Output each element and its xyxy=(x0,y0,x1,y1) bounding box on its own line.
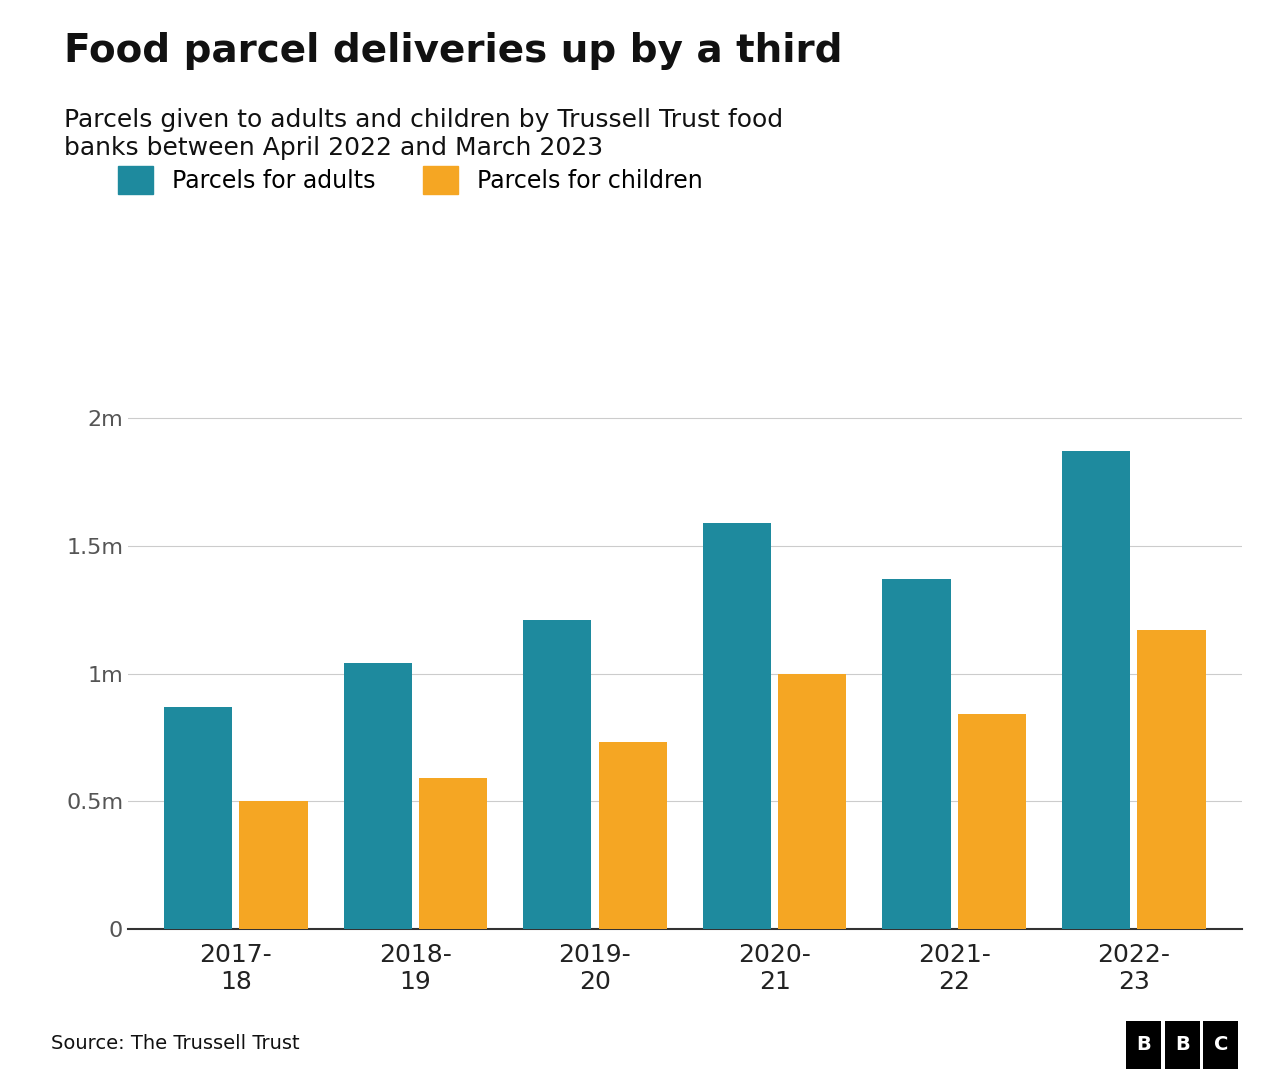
Bar xyxy=(957,714,1027,929)
FancyBboxPatch shape xyxy=(1126,1021,1161,1069)
Bar xyxy=(419,779,488,929)
FancyBboxPatch shape xyxy=(1165,1021,1199,1069)
Bar xyxy=(1062,451,1130,929)
Bar xyxy=(778,674,846,929)
Bar xyxy=(882,579,951,929)
Bar xyxy=(599,742,667,929)
Text: B: B xyxy=(1175,1036,1189,1054)
Text: B: B xyxy=(1137,1036,1151,1054)
Bar xyxy=(164,706,232,929)
Bar xyxy=(1138,630,1206,929)
Text: C: C xyxy=(1213,1036,1228,1054)
Bar xyxy=(239,801,307,929)
Bar xyxy=(524,620,591,929)
Bar xyxy=(343,663,412,929)
Text: Food parcel deliveries up by a third: Food parcel deliveries up by a third xyxy=(64,32,842,70)
Legend: Parcels for adults, Parcels for children: Parcels for adults, Parcels for children xyxy=(118,165,703,194)
Text: Source: The Trussell Trust: Source: The Trussell Trust xyxy=(51,1034,300,1053)
Bar xyxy=(703,523,771,929)
Text: Parcels given to adults and children by Trussell Trust food
banks between April : Parcels given to adults and children by … xyxy=(64,108,783,160)
FancyBboxPatch shape xyxy=(1203,1021,1238,1069)
